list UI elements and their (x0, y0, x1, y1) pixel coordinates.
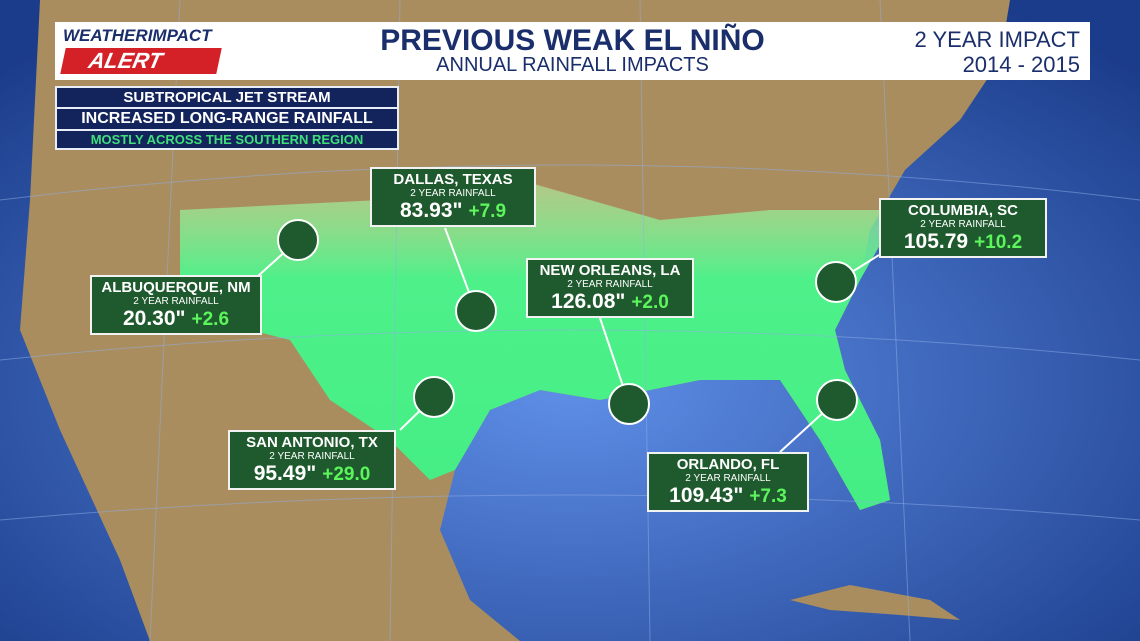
period: 2014 - 2015 (962, 52, 1080, 77)
city-sublabel: 2 YEAR RAINFALL (567, 279, 653, 290)
rainfall-row: 83.93" +7.9 (378, 199, 528, 223)
rainfall-change: +29.0 (322, 464, 371, 485)
city-name: SAN ANTONIO, TX (246, 434, 378, 451)
logo-weather: WEATHER (63, 26, 148, 45)
info-line: INCREASED LONG-RANGE RAINFALL (57, 107, 397, 131)
city-sublabel: 2 YEAR RAINFALL (410, 188, 496, 199)
city-sublabel: 2 YEAR RAINFALL (685, 473, 771, 484)
rainfall-region (180, 180, 900, 510)
city-box: COLUMBIA, SC 2 YEAR RAINFALL 105.79 +10.2 (879, 198, 1047, 258)
rainfall-row: 126.08" +2.0 (534, 290, 686, 314)
rainfall-row: 109.43" +7.3 (655, 484, 801, 508)
city-box: SAN ANTONIO, TX 2 YEAR RAINFALL 95.49" +29.… (228, 430, 396, 490)
city-name: NEW ORLEANS, LA (539, 262, 681, 279)
city-box: ALBUQUERQUE, NM 2 YEAR RAINFALL 20.30" +2.6 (90, 275, 262, 335)
city-marker (608, 383, 650, 425)
subtitle: ANNUAL RAINFALL IMPACTS (436, 54, 709, 76)
city-marker (455, 290, 497, 332)
city-name: DALLAS, TEXAS (393, 171, 513, 188)
rainfall: 83.93" (399, 199, 463, 222)
period-block: 2 YEAR IMPACT 2014 - 2015 (915, 27, 1080, 77)
rainfall-change: +7.3 (749, 486, 787, 507)
city-box: DALLAS, TEXAS 2 YEAR RAINFALL 83.93" +7.9 (370, 167, 536, 227)
rainfall: 105.79 (903, 230, 969, 253)
city-name: ALBUQUERQUE, NM (101, 279, 251, 296)
info-line: MOSTLY ACROSS THE SOUTHERN REGION (90, 132, 364, 147)
city-marker (277, 219, 319, 261)
info-box: SUBTROPICAL JET STREAM INCREASED LONG-RA… (55, 86, 399, 150)
period-label: 2 YEAR IMPACT (914, 27, 1080, 52)
city-name: ORLANDO, FL (676, 456, 780, 473)
city-marker (413, 376, 455, 418)
rainfall: 109.43" (669, 484, 744, 507)
rainfall-row: 20.30" +2.6 (98, 307, 254, 331)
rainfall-change: +2.6 (191, 309, 230, 330)
rainfall-row: 95.49" +29.0 (236, 462, 388, 486)
logo: WEATHERIMPACT ALERT (60, 26, 228, 74)
city-marker (815, 261, 857, 303)
title: PREVIOUS WEAK EL NIÑO (380, 24, 765, 57)
city-box: NEW ORLEANS, LA 2 YEAR RAINFALL 126.08" +2.… (526, 258, 694, 318)
cuba (790, 585, 960, 620)
rainfall: 95.49" (253, 462, 317, 485)
city-sublabel: 2 YEAR RAINFALL (269, 451, 355, 462)
rainfall-row: 105.79 +10.2 (887, 230, 1039, 254)
rainfall: 126.08" (551, 290, 626, 313)
rainfall-change: +10.2 (974, 232, 1023, 253)
logo-impact: IMPACT (147, 26, 212, 45)
header-bar: WEATHERIMPACT ALERT PREVIOUS WEAK EL NIÑO… (55, 22, 1090, 80)
rainfall: 20.30" (122, 307, 186, 330)
city-name: COLUMBIA, SC (908, 202, 1018, 219)
rainfall-change: +2.0 (631, 292, 669, 313)
city-sublabel: 2 YEAR RAINFALL (920, 219, 1006, 230)
city-marker (816, 379, 858, 421)
info-line: SUBTROPICAL JET STREAM (123, 89, 331, 106)
city-box: ORLANDO, FL 2 YEAR RAINFALL 109.43" +7.3 (647, 452, 809, 512)
rainfall-change: +7.9 (468, 201, 507, 222)
city-sublabel: 2 YEAR RAINFALL (133, 296, 219, 307)
